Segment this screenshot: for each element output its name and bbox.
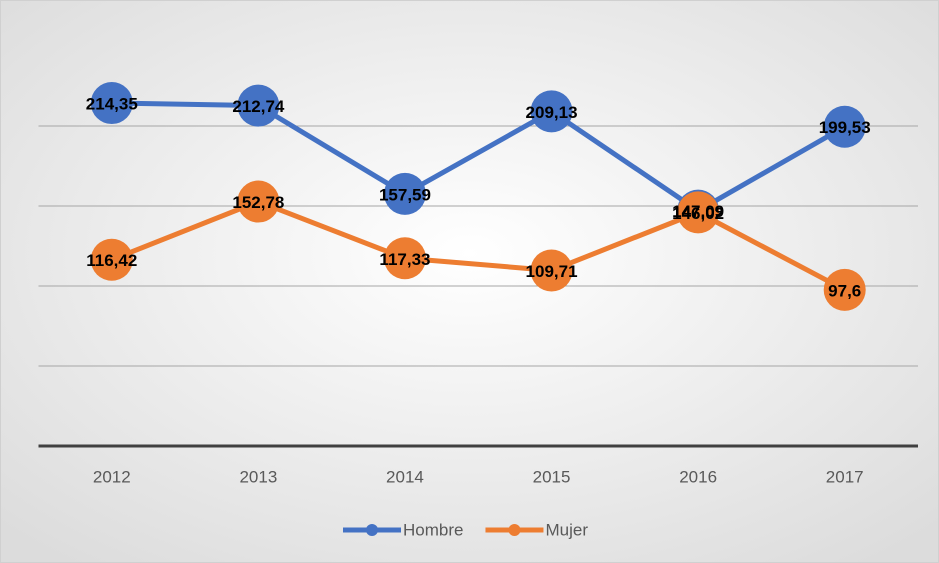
x-tick-label: 2012 (93, 467, 131, 486)
data-label: 147,09 (672, 202, 724, 221)
data-point (530, 249, 573, 292)
x-tick-label: 2016 (679, 467, 717, 486)
data-point (823, 268, 866, 311)
data-label: 146,02 (672, 204, 724, 223)
data-label: 97,6 (828, 281, 861, 300)
x-tick-label: 2014 (386, 467, 424, 486)
data-point (237, 84, 280, 127)
data-point (383, 172, 426, 215)
data-point (823, 105, 866, 148)
data-point (383, 237, 426, 280)
data-label: 109,71 (526, 262, 578, 281)
data-label: 157,59 (379, 185, 431, 204)
series-line (110, 199, 846, 293)
data-point (530, 90, 573, 133)
legend-marker (366, 524, 378, 536)
data-label: 214,35 (86, 95, 138, 114)
legend-label: Hombre (403, 520, 463, 539)
data-label: 117,33 (379, 250, 430, 269)
data-label: 212,74 (232, 97, 285, 116)
data-label: 116,42 (86, 251, 137, 270)
data-point (90, 82, 133, 125)
x-tick-label: 2013 (239, 467, 277, 486)
data-point (237, 180, 280, 223)
data-label: 152,78 (232, 193, 284, 212)
data-point (90, 238, 133, 281)
series-line (111, 100, 846, 214)
legend-marker (508, 524, 521, 536)
x-tick-label: 2017 (826, 467, 864, 486)
data-label: 209,13 (526, 103, 578, 122)
data-label: 199,53 (819, 118, 871, 137)
legend-label: Mujer (545, 520, 588, 539)
x-tick-label: 2015 (533, 467, 571, 486)
data-point (677, 191, 720, 234)
